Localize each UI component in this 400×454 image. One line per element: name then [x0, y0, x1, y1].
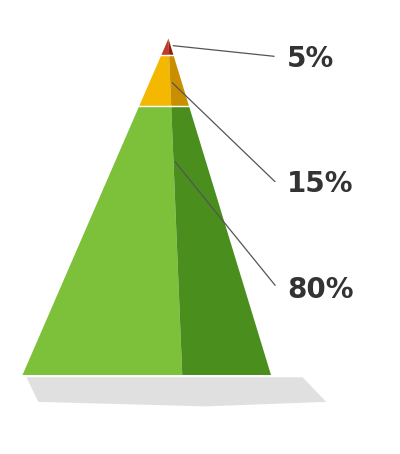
Text: 15%: 15%: [287, 170, 353, 198]
Text: 80%: 80%: [287, 276, 353, 304]
Polygon shape: [161, 39, 169, 55]
Polygon shape: [139, 55, 171, 106]
Polygon shape: [168, 39, 174, 55]
Polygon shape: [169, 55, 189, 106]
Text: 5%: 5%: [287, 45, 334, 73]
Polygon shape: [26, 377, 326, 406]
Polygon shape: [22, 106, 182, 375]
Polygon shape: [171, 106, 271, 375]
